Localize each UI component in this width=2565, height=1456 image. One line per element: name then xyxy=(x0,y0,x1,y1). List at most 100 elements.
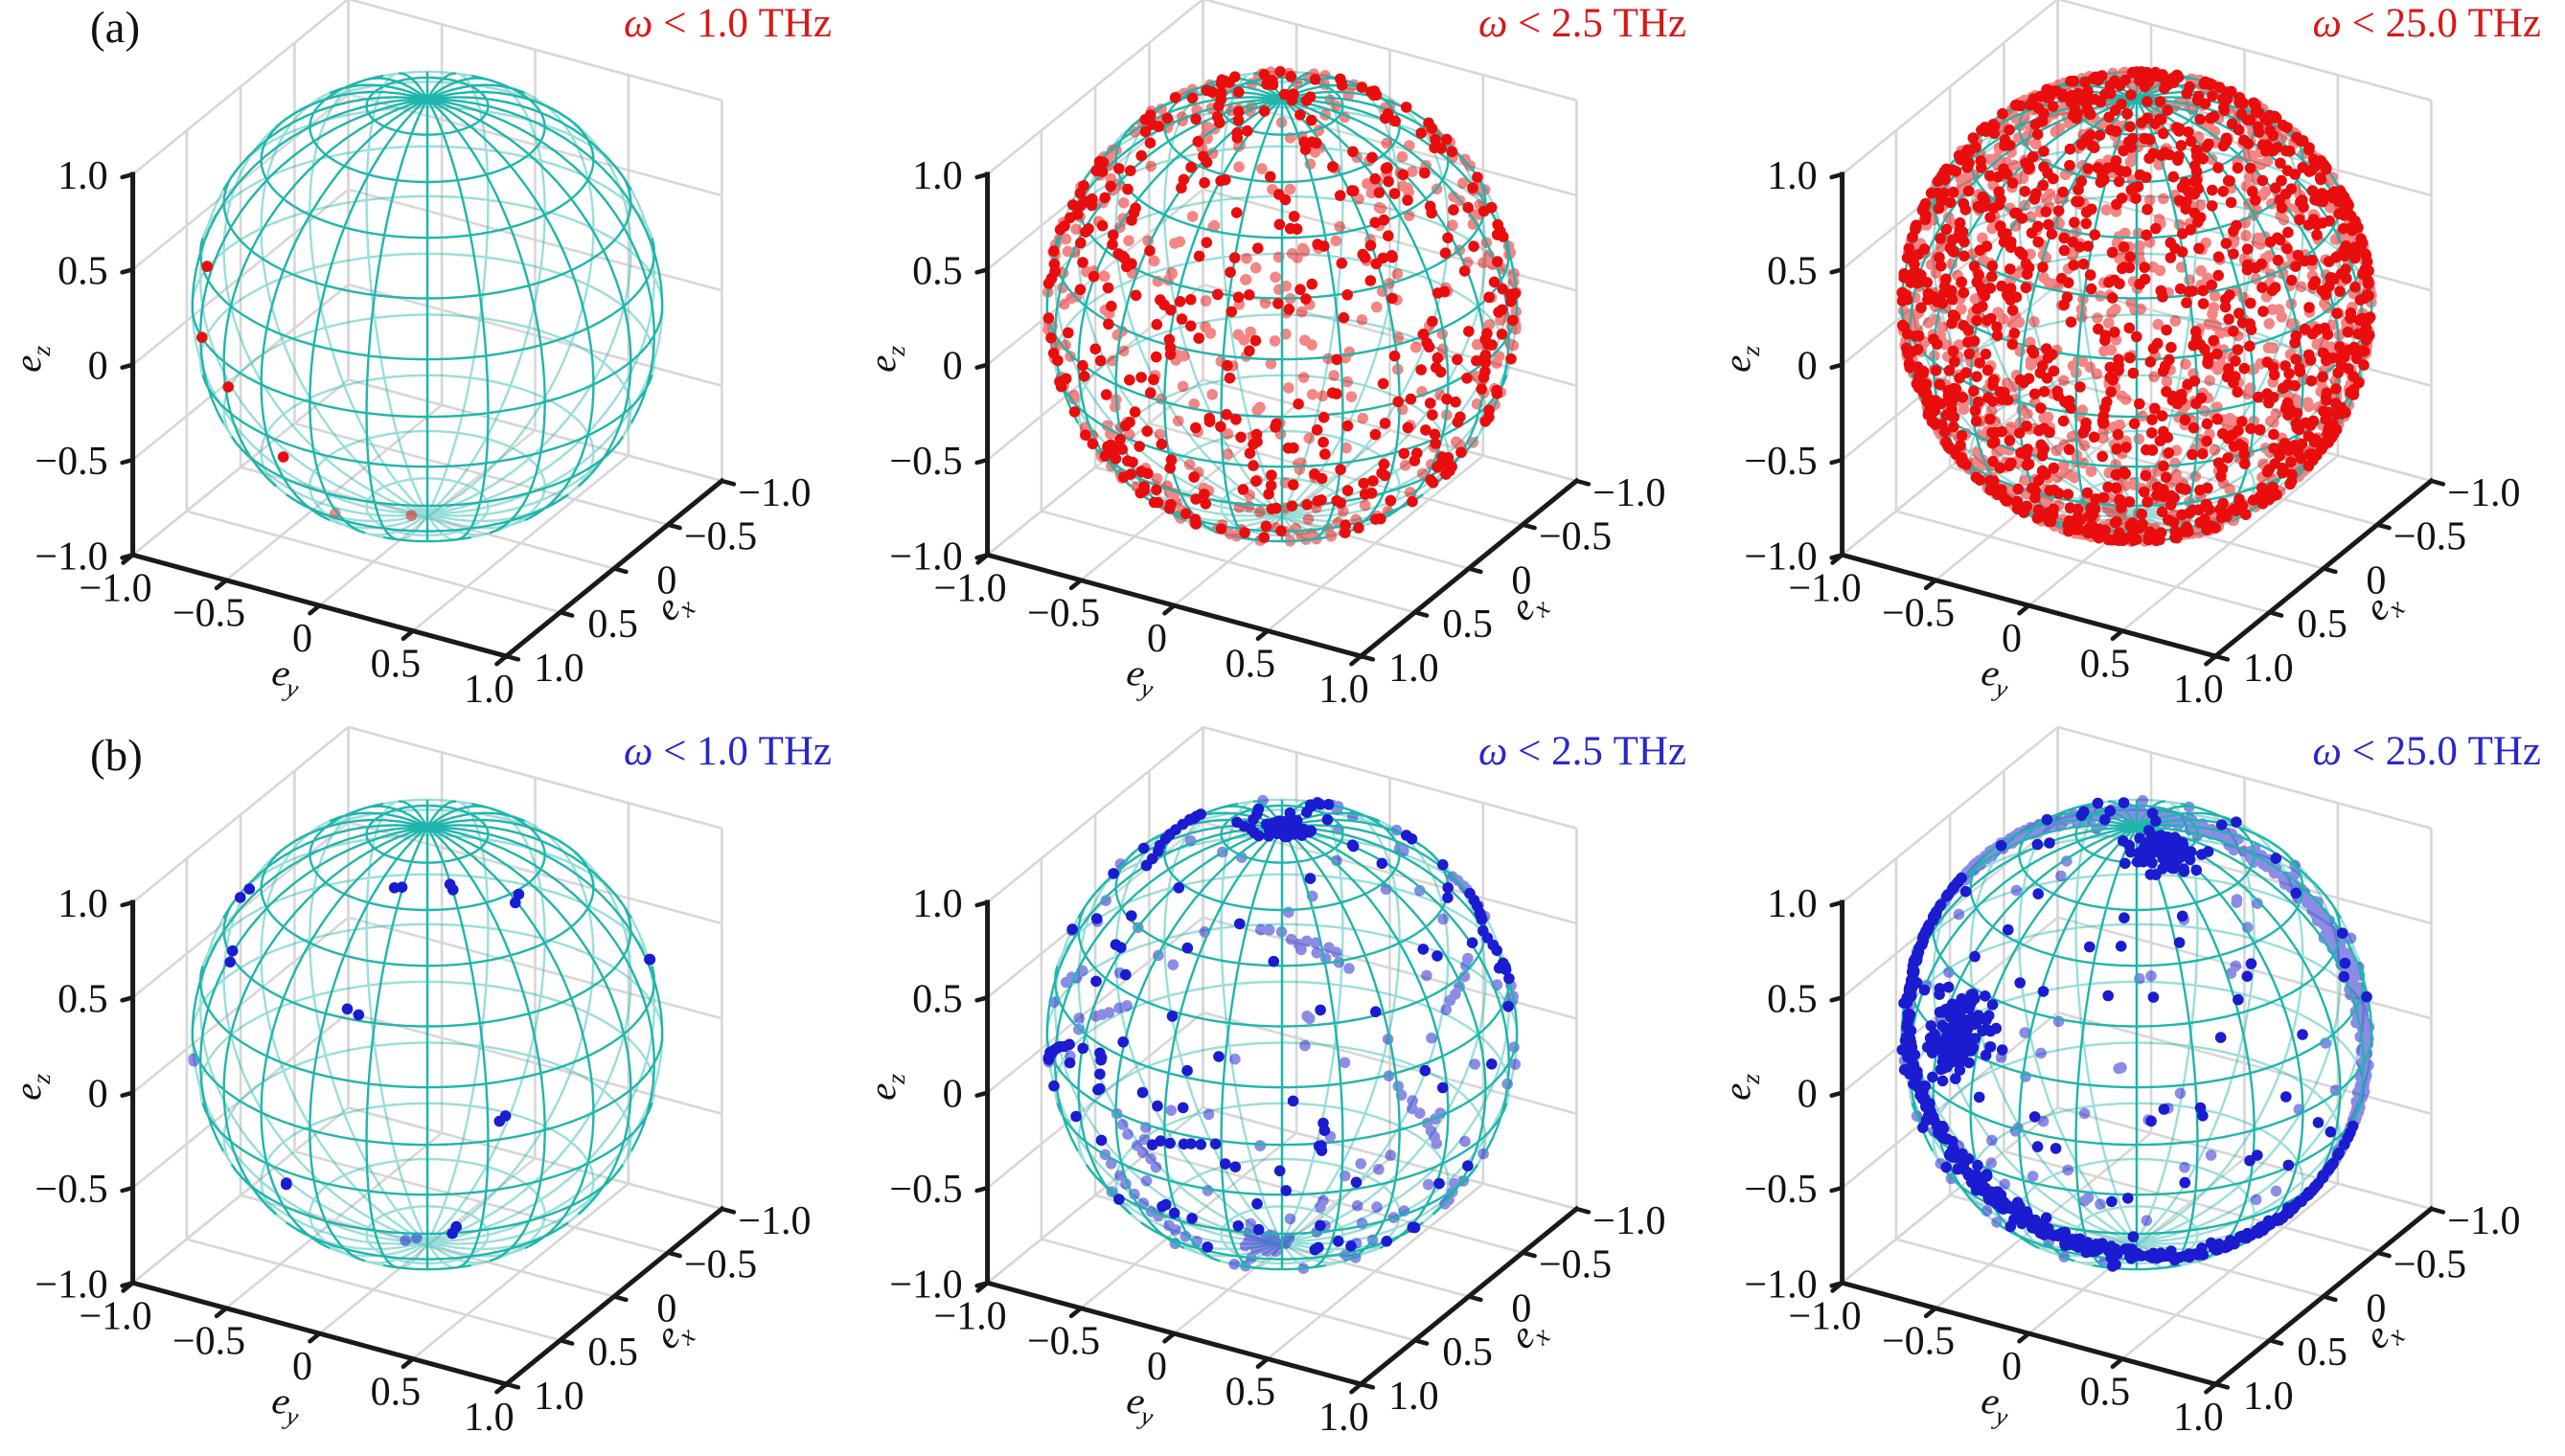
x-tick-label: 1.0 xyxy=(534,1375,584,1419)
panel-title: ω < 1.0 THz xyxy=(624,0,832,47)
y-tick-label: 0.5 xyxy=(2080,1371,2131,1415)
sphere-wireframe-front xyxy=(191,799,664,1271)
z-tick-label: 1.0 xyxy=(912,882,963,926)
axis-frame: 1.00.50−0.5−1.0−1.0−0.500.51.0−1.0−0.500… xyxy=(34,154,811,712)
omega-symbol: ω xyxy=(1477,1,1508,46)
tick-labels: 1.00.50−0.5−1.0−1.0−0.500.51.0−1.0−0.500… xyxy=(889,882,1665,1440)
z-tick-label: 1.0 xyxy=(57,882,108,926)
z-tick-label: 0 xyxy=(1798,1073,1818,1117)
x-tick-label: 0 xyxy=(1511,1287,1531,1331)
title-rest: < 1.0 THz xyxy=(653,1,832,46)
y-tick-label: 1.0 xyxy=(2173,1396,2224,1440)
scatter-points-front xyxy=(1042,66,1522,543)
z-tick-label: 0.5 xyxy=(912,977,963,1021)
y-tick-label: −0.5 xyxy=(172,1320,245,1364)
y-tick-label: 0 xyxy=(2002,1345,2022,1389)
y-tick-label: 0.5 xyxy=(371,643,422,687)
z-tick-label: −1.0 xyxy=(34,1263,107,1307)
title-rest: < 1.0 THz xyxy=(653,729,832,774)
title-rest: < 2.5 THz xyxy=(1507,1,1686,46)
plot-3d-axes[interactable]: 1.00.50−0.5−1.0−1.0−0.500.51.0−1.0−0.500… xyxy=(1709,725,2564,1456)
panel-b2: 1.0 0.5 0 −0.5 −1.0 −1.0 −0.5 0 0.5 1.0 −1.0 −0.5 0 0… xyxy=(855,725,1709,1456)
x-tick-label: −1.0 xyxy=(2447,1199,2520,1243)
y-tick-label: 0 xyxy=(292,1345,312,1389)
panel-b3: 1.0 0.5 0 −0.5 −1.0 −1.0 −0.5 0 0.5 1.0 −1.0 −0.5 0 0… xyxy=(1709,725,2564,1456)
y-tick-label: 1.0 xyxy=(1318,668,1369,712)
scatter-points-front xyxy=(224,878,656,1240)
y-tick-label: −0.5 xyxy=(1027,1320,1100,1364)
sphere-wireframe-front xyxy=(191,71,664,543)
z-tick-label: 1.0 xyxy=(1767,154,1818,198)
y-tick-label: −1.0 xyxy=(80,1294,152,1338)
x-tick-label: 0.5 xyxy=(1442,603,1493,647)
y-tick-label: −1.0 xyxy=(1789,1294,1862,1338)
y-tick-label: 0 xyxy=(1147,1345,1167,1389)
y-tick-label: −1.0 xyxy=(934,1294,1007,1338)
z-tick-label: 0.5 xyxy=(1767,977,1818,1021)
x-tick-label: 0.5 xyxy=(587,603,638,647)
z-tick-label: 0 xyxy=(943,345,963,389)
x-tick-label: 0 xyxy=(656,1287,676,1331)
z-tick-label: 1.0 xyxy=(57,154,108,198)
x-tick-label: −1.0 xyxy=(1592,1199,1665,1243)
plot-3d-axes[interactable]: 1.00.50−0.5−1.0−1.0−0.500.51.0−1.0−0.500… xyxy=(1709,0,2564,728)
panel-title: ω < 1.0 THz xyxy=(624,728,832,775)
y-tick-label: 0.5 xyxy=(371,1371,422,1415)
x-tick-label: 0 xyxy=(2366,559,2386,603)
z-tick-label: 1.0 xyxy=(912,154,963,198)
omega-symbol: ω xyxy=(1477,729,1508,774)
y-tick-label: 0 xyxy=(292,617,312,661)
x-tick-label: 0 xyxy=(1511,559,1531,603)
y-tick-label: 0.5 xyxy=(1225,1371,1276,1415)
z-tick-label: 0 xyxy=(1798,345,1818,389)
x-tick-label: 1.0 xyxy=(2243,1375,2294,1419)
z-tick-label: 0 xyxy=(88,1073,108,1117)
x-tick-label: 1.0 xyxy=(1388,647,1439,691)
z-axis-label: ez xyxy=(859,345,911,374)
z-tick-label: −1.0 xyxy=(889,1263,962,1307)
x-tick-label: 0.5 xyxy=(2297,1331,2347,1375)
y-tick-label: 0.5 xyxy=(2080,643,2131,687)
plot-3d-axes[interactable]: 1.00.50−0.5−1.0−1.0−0.500.51.0−1.0−0.500… xyxy=(0,0,855,728)
z-tick-label: 0.5 xyxy=(57,977,108,1021)
plot-3d-axes[interactable]: 1.00.50−0.5−1.0−1.0−0.500.51.0−1.0−0.500… xyxy=(855,725,1709,1456)
axis-frame: 1.00.50−0.5−1.0−1.0−0.500.51.0−1.0−0.500… xyxy=(1744,882,2520,1440)
z-tick-label: 1.0 xyxy=(1767,882,1818,926)
axis-frame: 1.00.50−0.5−1.0−1.0−0.500.51.0−1.0−0.500… xyxy=(889,882,1665,1440)
z-tick-label: 0.5 xyxy=(57,249,108,293)
plot-3d-axes[interactable]: 1.00.50−0.5−1.0−1.0−0.500.51.0−1.0−0.500… xyxy=(0,725,855,1456)
y-tick-label: 1.0 xyxy=(2173,668,2224,712)
y-tick-label: 1.0 xyxy=(1318,1396,1369,1440)
panel-b1: 1.0 0.5 0 −0.5 −1.0 −1.0 −0.5 0 0.5 1.0 −1.0 −0.5 0 0… xyxy=(0,725,855,1456)
y-tick-label: −0.5 xyxy=(1027,592,1100,636)
z-axis-label: ez xyxy=(859,1073,911,1102)
omega-symbol: ω xyxy=(2312,729,2342,774)
z-axis-label: ez xyxy=(5,1073,57,1102)
y-tick-label: −0.5 xyxy=(172,592,245,636)
x-tick-label: −0.5 xyxy=(1539,1243,1612,1287)
panel-a2: 1.0 0.5 0 −0.5 −1.0 −1.0 −0.5 0 0.5 1.0 −1.0 −0.5 0 0… xyxy=(855,0,1709,728)
x-tick-label: −0.5 xyxy=(2393,515,2466,559)
z-tick-label: −0.5 xyxy=(34,1168,107,1212)
z-tick-label: 0 xyxy=(943,1073,963,1117)
z-tick-label: −0.5 xyxy=(34,440,107,484)
title-rest: < 25.0 THz xyxy=(2341,1,2541,46)
y-tick-label: 0 xyxy=(1147,617,1167,661)
y-tick-label: −0.5 xyxy=(1882,592,1955,636)
omega-symbol: ω xyxy=(623,729,653,774)
plot-3d-axes[interactable]: 1.00.50−0.5−1.0−1.0−0.500.51.0−1.0−0.500… xyxy=(855,0,1709,728)
y-tick-label: −1.0 xyxy=(934,566,1007,610)
x-tick-label: −0.5 xyxy=(2393,1243,2466,1287)
x-tick-label: −1.0 xyxy=(2447,471,2520,515)
x-tick-label: 1.0 xyxy=(2243,647,2294,691)
panel-title: ω < 25.0 THz xyxy=(2312,728,2541,775)
x-tick-label: 0.5 xyxy=(1442,1331,1493,1375)
panel-title: ω < 25.0 THz xyxy=(2312,0,2541,47)
y-tick-label: −1.0 xyxy=(1789,566,1862,610)
axis-frame: 1.00.50−0.5−1.0−1.0−0.500.51.0−1.0−0.500… xyxy=(34,882,811,1440)
z-axis-label: ez xyxy=(1714,1073,1766,1102)
row-label-a: (a) xyxy=(90,3,141,53)
tick-labels: 1.00.50−0.5−1.0−1.0−0.500.51.0−1.0−0.500… xyxy=(1744,154,2520,712)
title-rest: < 25.0 THz xyxy=(2341,729,2541,774)
